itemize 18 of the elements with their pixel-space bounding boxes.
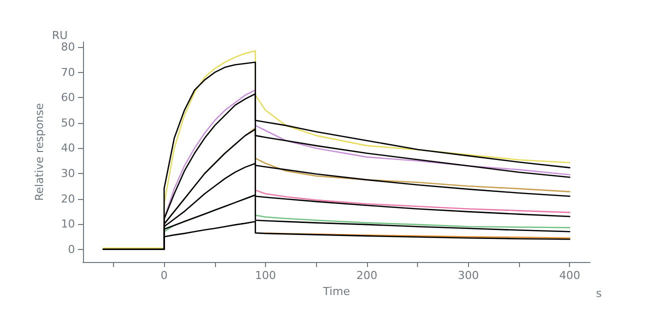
y-tick-label: 40 [61, 142, 75, 155]
y-tick-label: 30 [61, 166, 75, 180]
x-tick-label: 300 [458, 269, 479, 282]
y-tick-label: 10 [61, 218, 75, 231]
x-tick-label: 400 [559, 269, 580, 282]
text: s [596, 287, 602, 300]
y-axis-title: Relative response [33, 102, 46, 201]
y-tick-label: 50 [61, 116, 75, 130]
text: RU [52, 29, 68, 42]
x-tick-label: 200 [356, 269, 378, 282]
y-tick-label: 70 [61, 66, 75, 79]
x-tick-label: 100 [255, 269, 276, 282]
y-tick-label: 0 [68, 242, 75, 256]
y-tick-label: 20 [61, 192, 75, 206]
y-tick-label: 60 [61, 91, 75, 104]
x-tick-label: 0 [160, 269, 168, 282]
x-axis-title: Time [322, 285, 350, 298]
y-tick-label: 80 [61, 40, 75, 54]
